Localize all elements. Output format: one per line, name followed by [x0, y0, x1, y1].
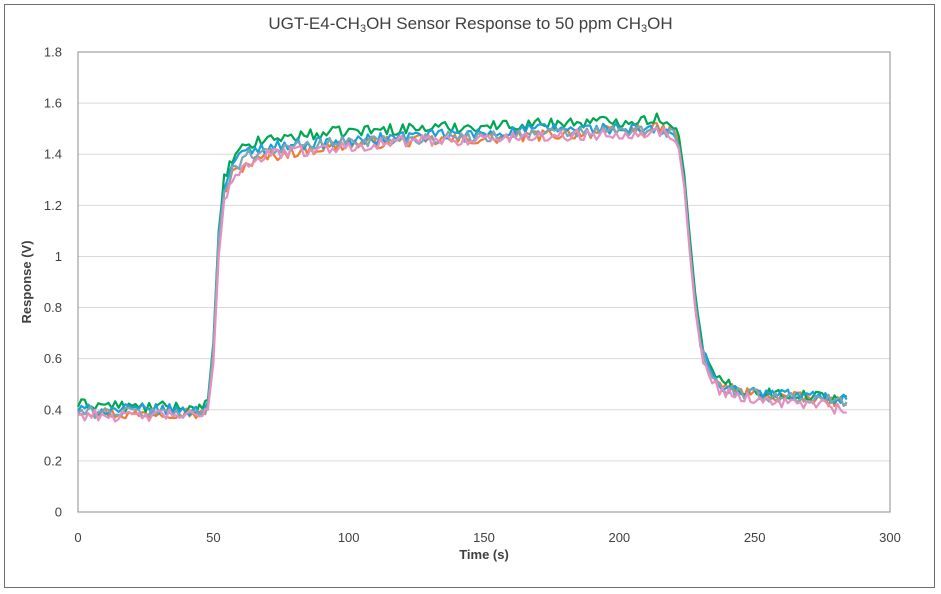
y-tick-label: 0.6	[44, 351, 62, 366]
title-part-1: UGT-E4-CH	[268, 14, 360, 33]
y-tick-label: 0.8	[44, 300, 62, 315]
y-tick-label: 1.4	[44, 147, 62, 162]
series-line-2	[77, 112, 848, 416]
y-tick-label: 1	[55, 249, 62, 264]
x-tick-label: 200	[608, 530, 630, 545]
series-lines	[77, 112, 848, 423]
y-tick-label: 1.2	[44, 198, 62, 213]
y-tick-label: 1.6	[44, 96, 62, 111]
y-axis-ticks: 0 0.2 0.4 0.6 0.8 1 1.2 1.4 1.6 1.8	[44, 45, 62, 520]
series-line-3	[77, 122, 848, 418]
title-sub-2: 3	[641, 23, 648, 35]
x-tick-label: 150	[473, 530, 495, 545]
series-line-1	[77, 122, 847, 420]
y-axis-label: Response (V)	[19, 240, 34, 323]
y-tick-label: 0	[55, 505, 62, 520]
x-tick-label: 250	[744, 530, 766, 545]
y-tick-label: 0.2	[44, 453, 62, 468]
title-part-2: OH Sensor Response to 50 ppm CH	[366, 14, 642, 33]
x-tick-label: 50	[206, 530, 220, 545]
series-line-5	[77, 126, 847, 423]
plot-area-border	[77, 51, 891, 513]
series-line-4	[77, 125, 848, 420]
x-tick-label: 300	[879, 530, 901, 545]
y-tick-label: 1.8	[44, 45, 62, 60]
x-axis-ticks: 0 50 100 150 200 250 300	[74, 530, 900, 545]
x-tick-label: 0	[74, 530, 81, 545]
x-tick-label: 100	[338, 530, 360, 545]
y-tick-label: 0.4	[44, 402, 62, 417]
title-sub-1: 3	[359, 23, 367, 35]
chart-title: UGT-E4-CH3OH Sensor Response to 50 ppm C…	[0, 14, 941, 35]
x-axis-label: Time (s)	[459, 547, 509, 562]
gridlines	[78, 102, 890, 462]
chart-frame	[4, 4, 935, 588]
title-part-3: OH	[647, 14, 673, 33]
